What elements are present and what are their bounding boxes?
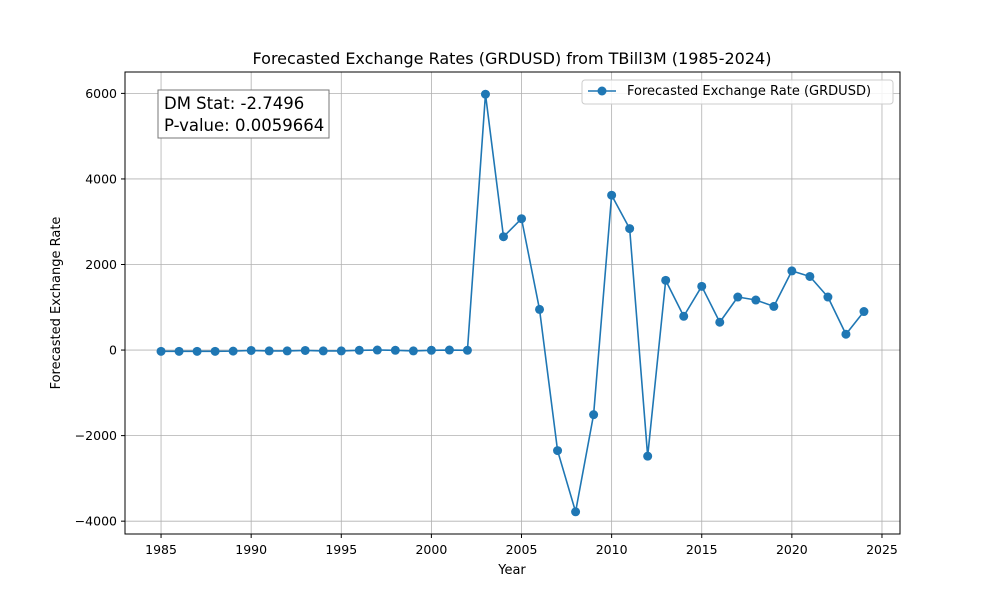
data-point xyxy=(607,190,617,200)
data-point xyxy=(264,346,274,356)
data-point xyxy=(733,292,743,302)
data-point xyxy=(408,346,418,356)
x-tick-label: 2015 xyxy=(686,542,718,557)
y-tick-label: −2000 xyxy=(75,428,117,443)
data-point xyxy=(553,446,563,456)
data-point xyxy=(697,281,707,291)
data-point xyxy=(859,307,869,317)
legend-label: Forecasted Exchange Rate (GRDUSD) xyxy=(627,84,871,99)
data-point xyxy=(354,345,364,355)
data-point xyxy=(174,346,184,356)
x-axis-title: Year xyxy=(497,563,526,578)
data-point xyxy=(372,345,382,355)
data-point xyxy=(625,224,635,234)
data-points xyxy=(156,89,869,517)
y-tick-label: 2000 xyxy=(85,257,117,272)
legend: Forecasted Exchange Rate (GRDUSD) xyxy=(581,79,894,105)
data-point xyxy=(679,311,689,321)
stats-box xyxy=(157,89,330,139)
data-point xyxy=(426,345,436,355)
data-point xyxy=(336,346,346,356)
data-point xyxy=(715,317,725,327)
data-point xyxy=(282,346,292,356)
data-point xyxy=(661,275,671,285)
y-axis-title: Forecasted Exchange Rate xyxy=(49,217,64,390)
data-point xyxy=(535,304,545,314)
data-point xyxy=(246,345,256,355)
data-point xyxy=(192,346,202,356)
y-axis: −4000 −2000 0 2000 4000 6000 xyxy=(75,86,125,529)
data-point xyxy=(517,214,527,224)
dm-stat-text: DM Stat: -2.7496 xyxy=(164,94,304,113)
legend-box xyxy=(581,79,894,105)
data-point xyxy=(498,232,508,242)
data-point xyxy=(462,345,472,355)
x-tick-label: 2000 xyxy=(415,542,447,557)
data-point xyxy=(589,410,599,420)
x-tick-label: 1995 xyxy=(325,542,357,557)
data-point xyxy=(769,301,779,311)
x-tick-label: 1990 xyxy=(235,542,267,557)
data-point xyxy=(318,346,328,356)
x-tick-label: 2020 xyxy=(776,542,808,557)
y-tick-label: 0 xyxy=(109,343,117,358)
x-tick-label: 1985 xyxy=(145,542,177,557)
series-line xyxy=(161,93,865,513)
data-point xyxy=(805,271,815,281)
data-point xyxy=(787,266,797,276)
plot-area-frame xyxy=(124,71,901,535)
data-point xyxy=(480,89,490,99)
data-point xyxy=(643,451,653,461)
stats-annotation: DM Stat: -2.7496 P-value: 0.0059664 xyxy=(157,89,330,139)
data-point xyxy=(210,346,220,356)
y-tick-label: 4000 xyxy=(85,171,117,186)
chart-title: Forecasted Exchange Rates (GRDUSD) from … xyxy=(253,49,772,68)
x-tick-label: 2005 xyxy=(506,542,538,557)
data-point xyxy=(390,345,400,355)
data-point xyxy=(300,345,310,355)
y-tick-label: −4000 xyxy=(75,514,117,529)
x-axis: 1985 1990 1995 2000 2005 2010 2015 2020 2025 xyxy=(145,534,898,557)
data-point xyxy=(444,345,454,355)
data-point xyxy=(228,346,238,356)
data-point xyxy=(841,329,851,339)
x-tick-label: 2025 xyxy=(866,542,898,557)
data-point xyxy=(156,346,166,356)
y-tick-label: 6000 xyxy=(85,86,117,101)
data-point xyxy=(751,295,761,305)
legend-marker-swatch xyxy=(597,86,607,96)
data-point xyxy=(823,292,833,302)
p-value-text: P-value: 0.0059664 xyxy=(164,116,324,135)
x-tick-label: 2010 xyxy=(596,542,628,557)
grid xyxy=(125,72,900,534)
data-point xyxy=(571,507,581,517)
series-polyline xyxy=(161,93,865,513)
